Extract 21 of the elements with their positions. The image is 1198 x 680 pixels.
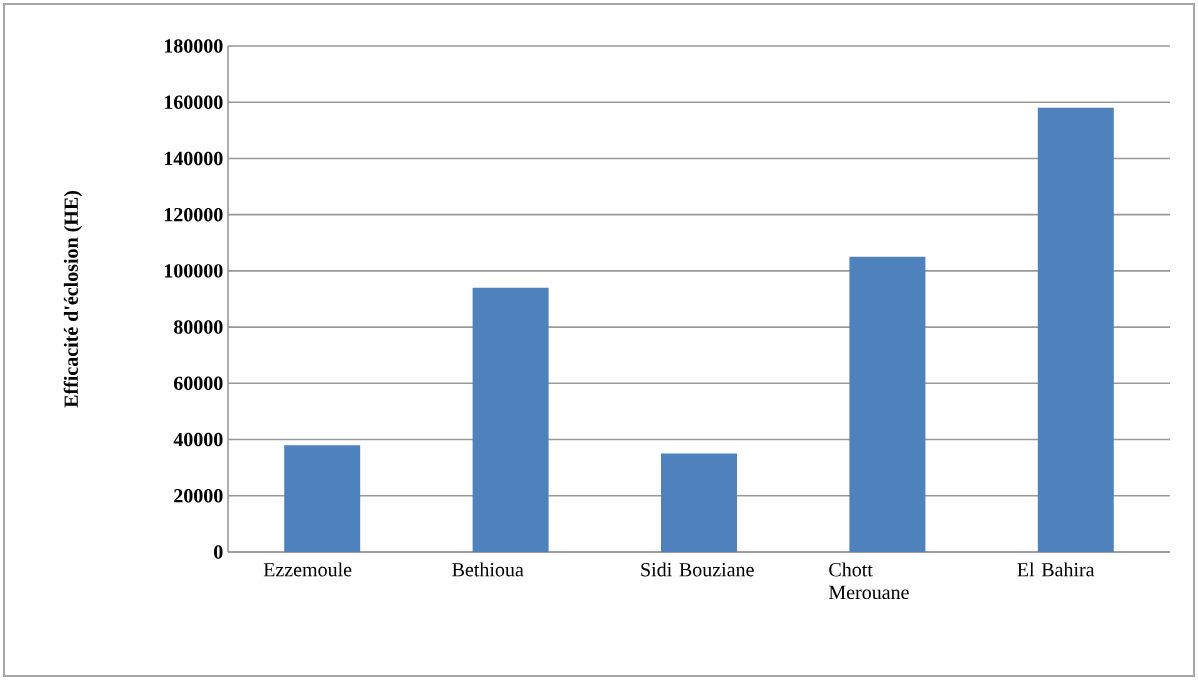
y-tick-label: 160000 [164, 95, 223, 109]
x-tick-label: Chott Merouane [828, 562, 909, 600]
x-tick-label: Ezzemoule [263, 562, 352, 577]
y-tick-label: 80000 [173, 320, 223, 334]
y-tick-label: 100000 [164, 264, 223, 278]
y-tick-label: 120000 [164, 207, 223, 222]
bar [284, 445, 361, 552]
y-tick-label: 20000 [174, 489, 223, 503]
y-tick-label: 140000 [164, 151, 223, 166]
x-tick-label: Bethioua [452, 562, 524, 577]
bar [661, 453, 737, 552]
bar [849, 256, 926, 552]
x-tick-label: El Bahira [1017, 562, 1095, 577]
bar [1037, 107, 1114, 552]
y-tick-label: 60000 [173, 376, 223, 391]
y-tick-label: 40000 [173, 432, 223, 447]
bar [472, 287, 549, 552]
x-tick-label: Sidi Bouziane [641, 562, 754, 577]
y-axis-title: Efficacité d'éclosion (HE) [63, 190, 83, 408]
y-tick-label: 0 [214, 545, 223, 559]
y-tick-label: 180000 [164, 39, 223, 53]
